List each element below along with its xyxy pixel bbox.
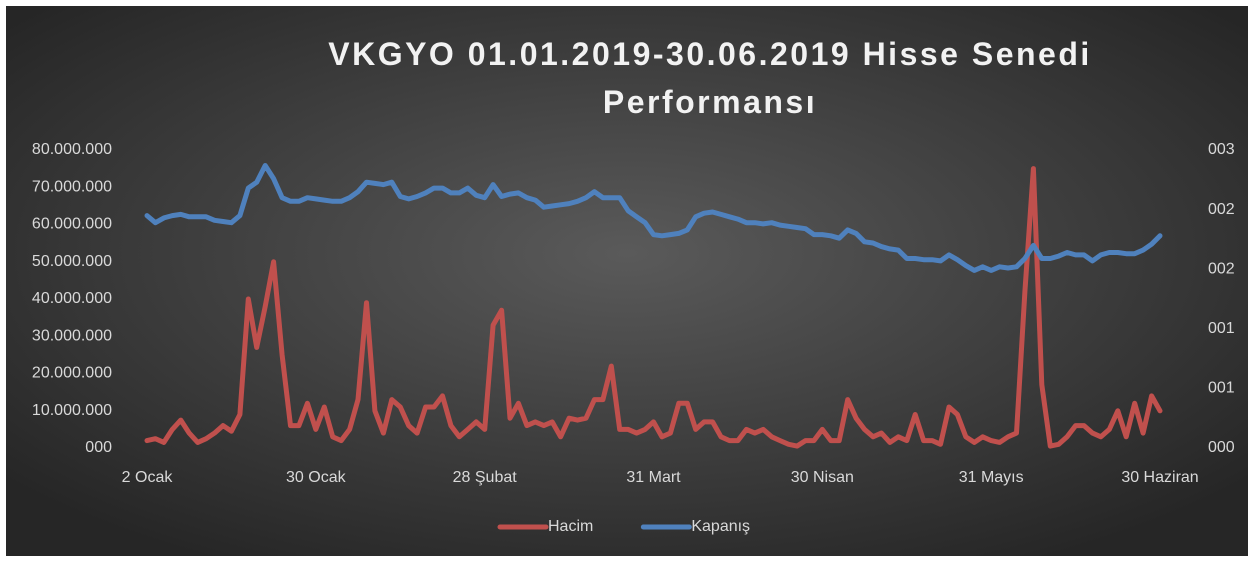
x-tick-label: 31 Mart	[626, 469, 681, 486]
y-tick-label: 40.000.000	[32, 290, 112, 307]
x-tick-label: 30 Ocak	[286, 469, 347, 486]
y-tick-label: 10.000.000	[32, 402, 112, 419]
y2-tick-label: 000	[1208, 439, 1235, 456]
chart-title: VKGYO 01.01.2019-30.06.2019 Hisse Senedi…	[328, 36, 1092, 120]
x-tick-label: 30 Nisan	[791, 469, 854, 486]
y-tick-label: 60.000.000	[32, 216, 112, 233]
x-tick-label: 31 Mayıs	[959, 469, 1024, 486]
y-tick-label: 20.000.000	[32, 365, 112, 382]
y-tick-label: 50.000.000	[32, 253, 112, 270]
y2-tick-label: 002	[1208, 260, 1235, 277]
line-series	[144, 163, 1163, 273]
y-tick-label: 000	[85, 439, 112, 456]
y-tick-label: 70.000.000	[32, 178, 112, 195]
y-tick-label: 80.000.000	[32, 141, 112, 158]
legend-label: Kapanış	[691, 518, 750, 535]
x-tick-label: 28 Şubat	[453, 469, 518, 486]
legend-label: Hacim	[548, 518, 593, 535]
x-tick-label: 30 Haziran	[1121, 469, 1198, 486]
line-series	[144, 166, 1163, 449]
chart-background	[6, 6, 1248, 556]
x-tick-label: 2 Ocak	[122, 469, 174, 486]
y2-tick-label: 002	[1208, 201, 1235, 218]
y2-tick-label: 001	[1208, 320, 1235, 337]
y-tick-label: 30.000.000	[32, 327, 112, 344]
y2-tick-label: 003	[1208, 141, 1235, 158]
y2-tick-label: 001	[1208, 380, 1235, 397]
